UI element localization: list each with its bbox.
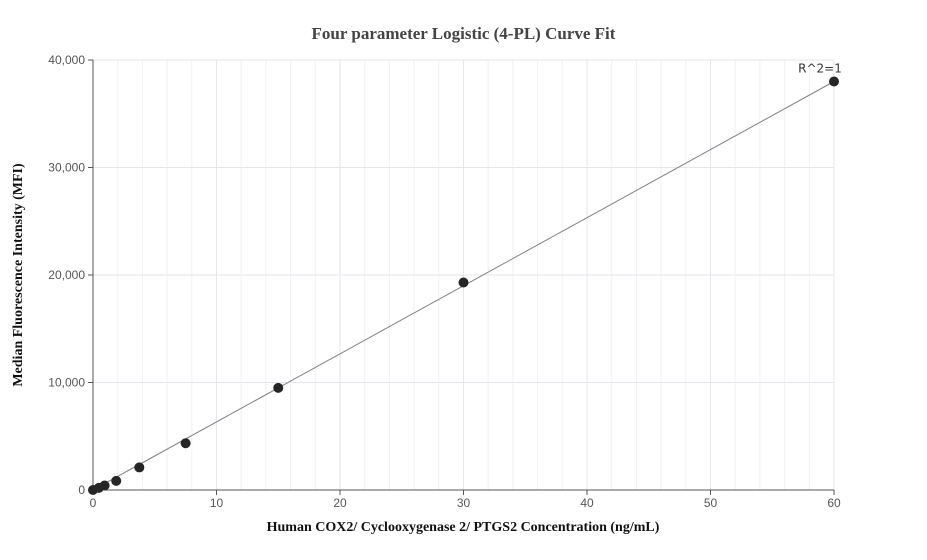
- y-axis-ticks: 0 10,000 20,000 30,000 40,000: [48, 53, 93, 497]
- x-axis-title: Human COX2/ Cyclooxygenase 2/ PTGS2 Conc…: [267, 520, 660, 535]
- x-tick-label: 30: [457, 496, 471, 510]
- y-tick-label: 20,000: [48, 268, 85, 282]
- y-tick-label: 30,000: [48, 161, 85, 175]
- x-tick-label: 60: [827, 496, 841, 510]
- data-point: [458, 277, 469, 288]
- data-point: [99, 480, 110, 491]
- data-point: [134, 462, 145, 473]
- y-tick-label: 0: [78, 483, 85, 497]
- data-point: [829, 76, 839, 87]
- data-point: [180, 438, 191, 449]
- y-tick-label: 10,000: [48, 376, 85, 390]
- data-point: [111, 475, 122, 486]
- r-squared-annotation: R^2=1: [798, 62, 842, 76]
- x-tick-label: 50: [704, 496, 718, 510]
- chart-title: Four parameter Logistic (4-PL) Curve Fit: [312, 24, 616, 43]
- x-tick-label: 40: [580, 496, 594, 510]
- x-tick-label: 0: [90, 496, 97, 510]
- data-point: [273, 382, 284, 393]
- y-axis-title: Median Fluorescence Intensity (MFI): [11, 163, 26, 387]
- x-tick-label: 20: [333, 496, 347, 510]
- x-tick-label: 10: [210, 496, 224, 510]
- x-axis-ticks: 0 10 20 30 40 50 60: [90, 490, 841, 510]
- y-tick-label: 40,000: [48, 53, 85, 67]
- major-grid: [93, 59, 835, 490]
- data-points: [88, 76, 839, 495]
